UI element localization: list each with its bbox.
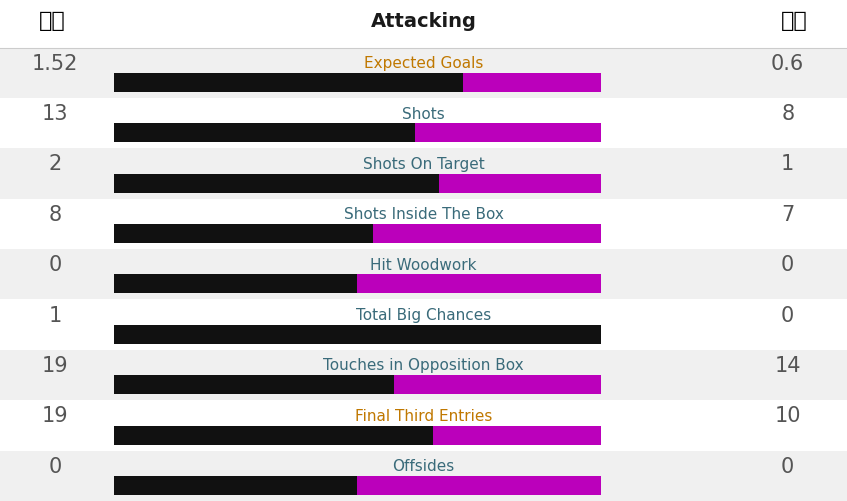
Text: Hit Woodwork: Hit Woodwork <box>370 258 477 273</box>
Text: 0: 0 <box>781 457 794 477</box>
Text: 19: 19 <box>42 406 69 426</box>
FancyBboxPatch shape <box>114 425 433 444</box>
FancyBboxPatch shape <box>114 325 601 344</box>
FancyBboxPatch shape <box>395 375 601 394</box>
Text: Expected Goals: Expected Goals <box>364 56 483 71</box>
Text: 0: 0 <box>781 255 794 275</box>
FancyBboxPatch shape <box>0 148 847 199</box>
FancyBboxPatch shape <box>0 48 847 98</box>
Text: Final Third Entries: Final Third Entries <box>355 409 492 424</box>
Text: 🇦🇺: 🇦🇺 <box>39 12 66 32</box>
FancyBboxPatch shape <box>114 375 395 394</box>
FancyBboxPatch shape <box>433 425 601 444</box>
Text: 8: 8 <box>781 104 794 124</box>
Text: 1: 1 <box>48 306 62 326</box>
Text: 8: 8 <box>48 205 62 225</box>
Text: Attacking: Attacking <box>371 12 476 31</box>
Text: 0: 0 <box>48 255 62 275</box>
FancyBboxPatch shape <box>374 224 601 243</box>
Text: 7: 7 <box>781 205 794 225</box>
FancyBboxPatch shape <box>0 199 847 249</box>
FancyBboxPatch shape <box>0 450 847 501</box>
Text: 0: 0 <box>781 306 794 326</box>
Text: 19: 19 <box>42 356 69 376</box>
FancyBboxPatch shape <box>463 73 601 92</box>
FancyBboxPatch shape <box>0 98 847 148</box>
FancyBboxPatch shape <box>0 350 847 400</box>
FancyBboxPatch shape <box>415 123 601 142</box>
Text: 1.52: 1.52 <box>32 54 78 74</box>
FancyBboxPatch shape <box>0 400 847 450</box>
FancyBboxPatch shape <box>114 275 357 294</box>
Text: Touches in Opposition Box: Touches in Opposition Box <box>324 359 523 373</box>
Text: 1: 1 <box>781 154 794 174</box>
FancyBboxPatch shape <box>114 123 415 142</box>
Text: 13: 13 <box>42 104 69 124</box>
FancyBboxPatch shape <box>0 249 847 300</box>
Text: 🇮🇪: 🇮🇪 <box>781 12 808 32</box>
FancyBboxPatch shape <box>114 476 357 495</box>
Text: 14: 14 <box>774 356 801 376</box>
FancyBboxPatch shape <box>114 174 439 193</box>
Text: 10: 10 <box>774 406 801 426</box>
Text: Shots On Target: Shots On Target <box>363 157 484 172</box>
Text: Shots: Shots <box>402 107 445 122</box>
FancyBboxPatch shape <box>439 174 601 193</box>
Text: 0: 0 <box>48 457 62 477</box>
FancyBboxPatch shape <box>114 73 463 92</box>
Text: 0.6: 0.6 <box>771 54 805 74</box>
FancyBboxPatch shape <box>357 476 601 495</box>
Text: Shots Inside The Box: Shots Inside The Box <box>344 207 503 222</box>
Text: 2: 2 <box>48 154 62 174</box>
FancyBboxPatch shape <box>114 224 374 243</box>
Text: Offsides: Offsides <box>392 459 455 474</box>
FancyBboxPatch shape <box>0 300 847 350</box>
Text: Total Big Chances: Total Big Chances <box>356 308 491 323</box>
FancyBboxPatch shape <box>0 0 847 48</box>
FancyBboxPatch shape <box>357 275 601 294</box>
